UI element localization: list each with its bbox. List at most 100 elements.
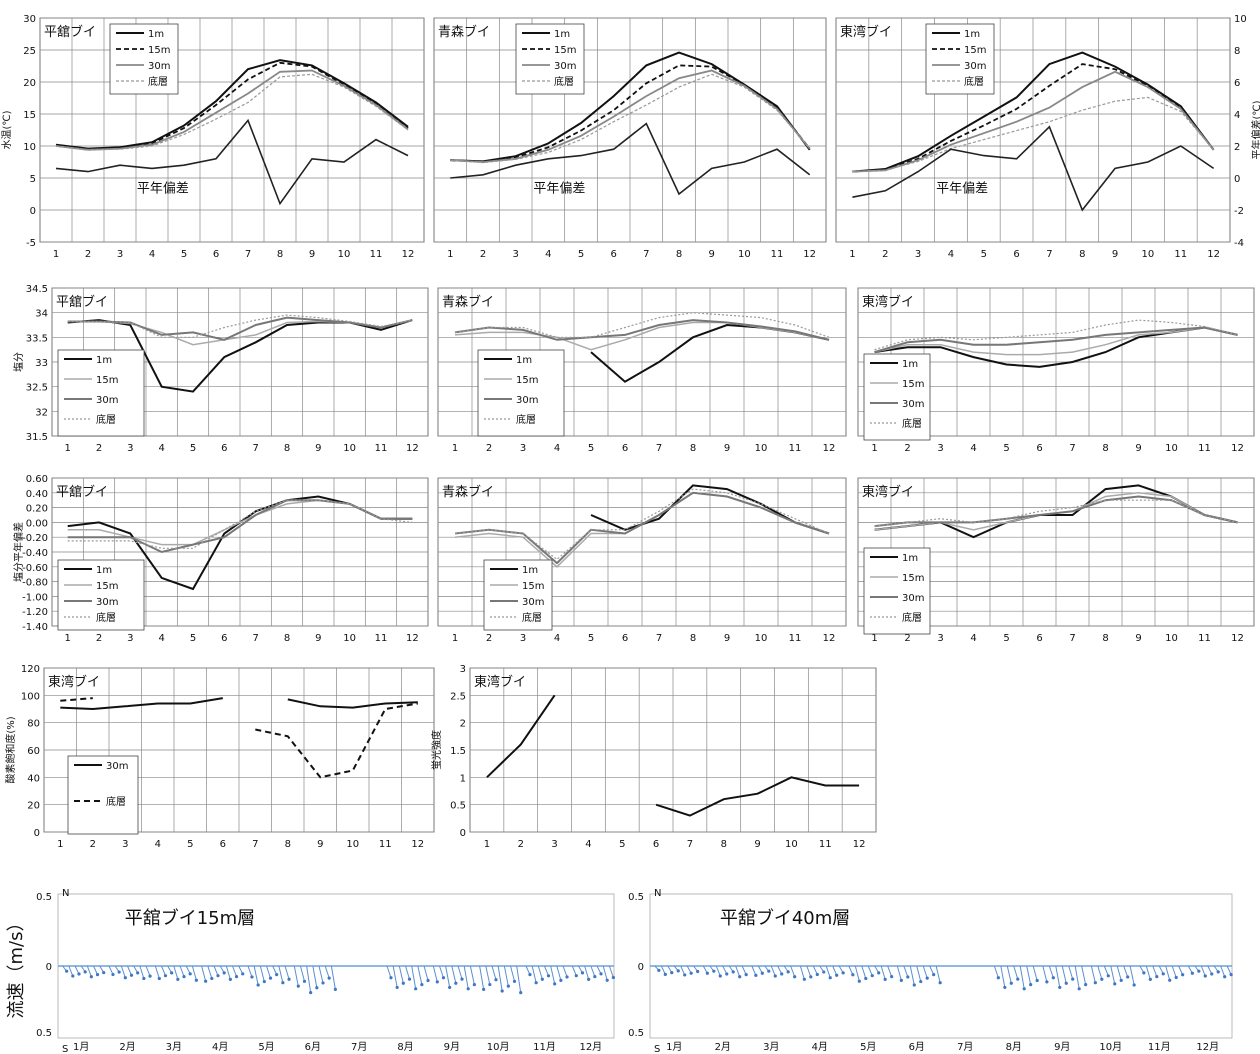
vector-stick (825, 965, 831, 978)
vector-head (1210, 972, 1214, 976)
x-tick-label: 4 (970, 633, 976, 644)
vector-stick (537, 965, 543, 980)
vector-head (1077, 987, 1081, 991)
x-tick-label: 2 (904, 633, 910, 644)
y2-tick-label: 4 (1234, 110, 1240, 121)
vector-head (1229, 973, 1233, 977)
vector-stick (1129, 965, 1135, 986)
vector-head (321, 981, 325, 985)
vector-head (136, 971, 140, 975)
vector-stick (213, 965, 219, 976)
y-tick-label: 0 (34, 828, 40, 839)
vector-head (1045, 980, 1049, 984)
x-tick-label: 3月 (166, 1041, 182, 1053)
y-tick-label: 0.20 (26, 504, 48, 515)
vector-head (731, 970, 735, 974)
x-tick-label: 3 (122, 839, 128, 850)
x-tick-label: 4 (158, 443, 164, 454)
legend: 1m 15m 30m 底層 (925, 23, 995, 95)
panel-title: 平舘ブイ (56, 294, 108, 310)
vector-head (302, 979, 307, 983)
vector-stick (1116, 965, 1122, 981)
vector-head (1181, 973, 1185, 977)
legend-box (57, 559, 145, 631)
x-tick-label: 6 (221, 633, 227, 644)
vector-stick (463, 965, 469, 989)
x-tick-label: 9 (1135, 633, 1141, 644)
panel-title: 平舘ブイ15m層 (125, 907, 255, 929)
x-tick-label: 9 (708, 249, 714, 260)
x-tick-label: 6 (622, 443, 628, 454)
x-tick-label: 4 (554, 633, 560, 644)
x-tick-label: 2 (904, 443, 910, 454)
vector-stick (896, 965, 902, 981)
vector-head (65, 969, 69, 973)
vector-head (793, 975, 797, 979)
x-tick-label: 11 (370, 249, 383, 260)
x-tick-label: 3 (915, 249, 921, 260)
chart-panel: 1 2 3 4 5 6 7 8 9 10 11 12302520151050-5水温(℃)平舘ブイ平年… (1, 14, 425, 260)
legend-label: 15m (522, 581, 544, 592)
x-tick-label: 7月 (957, 1041, 973, 1053)
legend-label: 1m (148, 29, 164, 40)
vector-stick (173, 965, 179, 980)
y-axis-label: 塩分平年偏差 (12, 522, 25, 582)
compass-n: N (654, 888, 661, 899)
vector-head (676, 969, 680, 973)
vector-head (250, 975, 254, 979)
chart-panel: 1 2 3 4 5 6 7 8 9 10 11 12120100806040200酸素飽和度(%)東湾… (4, 664, 435, 850)
vector-stick (1006, 965, 1012, 984)
x-tick-label: 7 (1069, 633, 1075, 644)
vector-head (435, 980, 439, 984)
y-tick-label: 0.5 (36, 892, 52, 903)
y-tick-label: 0 (30, 206, 36, 217)
legend-box (57, 349, 145, 437)
x-tick-label: 3 (117, 249, 123, 260)
y-tick-label: 1 (460, 773, 466, 784)
vector-head (1029, 983, 1033, 987)
x-tick-label: 9 (1135, 443, 1141, 454)
vector-stick (715, 965, 721, 977)
vector-head (1197, 969, 1201, 973)
vector-head (1142, 971, 1146, 975)
x-tick-label: 6月 (305, 1041, 321, 1053)
x-tick-label: 8月 (397, 1041, 413, 1053)
vector-head (725, 972, 729, 976)
legend-label: 底層 (554, 75, 574, 88)
vector-head (773, 974, 777, 978)
vector-head (864, 976, 868, 981)
y-tick-label: 0 (460, 828, 466, 839)
x-tick-label: 9 (724, 633, 730, 644)
vector-stick (1074, 965, 1080, 989)
panel-title: 東湾ブイ (474, 674, 526, 690)
vector-stick (179, 965, 185, 977)
vector-head (389, 976, 393, 980)
panel-title: 東湾ブイ (48, 674, 100, 690)
vector-head (129, 973, 134, 977)
vector-stick (154, 965, 160, 979)
vector-head (857, 979, 861, 983)
legend: 30m 底層 (67, 755, 139, 835)
vector-stick (909, 965, 915, 986)
vector-stick (469, 965, 475, 985)
y2-tick-label: 10 (1234, 14, 1247, 25)
y-tick-label: 5 (30, 174, 36, 185)
x-tick-label: 1 (64, 443, 70, 454)
vector-head (540, 977, 544, 981)
vector-head (851, 973, 855, 977)
x-tick-label: 1 (484, 839, 490, 850)
x-tick-label: 7 (252, 839, 258, 850)
x-tick-label: 2 (486, 443, 492, 454)
x-tick-label: 12 (406, 443, 419, 454)
vector-head (1064, 981, 1068, 985)
series-line (852, 51, 1215, 173)
y-tick-label: 31.5 (26, 432, 48, 443)
legend: 1m 15m 30m 底層 (57, 559, 145, 631)
vector-head (117, 970, 121, 974)
y-tick-label: 0.5 (36, 1028, 52, 1039)
vector-stick (531, 965, 537, 983)
vector-head (142, 976, 146, 981)
vector-stick (1026, 965, 1032, 985)
legend-box (483, 559, 553, 631)
compass-s: S (62, 1044, 68, 1054)
